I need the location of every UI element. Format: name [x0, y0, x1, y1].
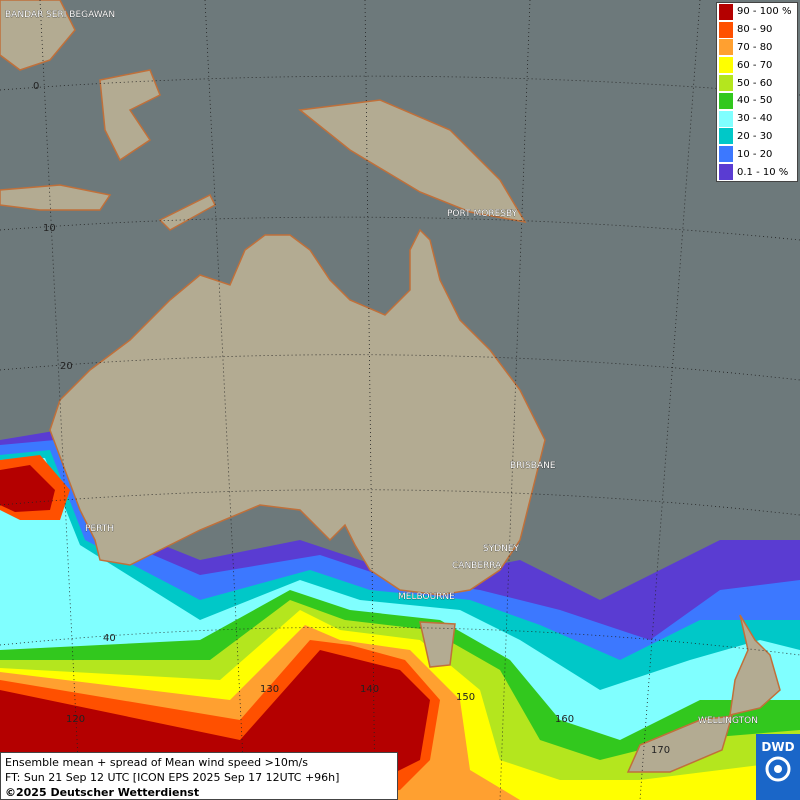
legend-item: 20 - 30 — [717, 128, 797, 146]
legend-swatch — [719, 146, 733, 163]
legend-label: 20 - 30 — [737, 130, 773, 142]
legend-item: 0.1 - 10 % — [717, 163, 797, 181]
legend-label: 80 - 90 — [737, 24, 773, 36]
legend-item: 60 - 70 — [717, 56, 797, 74]
legend-swatch — [719, 110, 733, 127]
legend-item: 70 - 80 — [717, 39, 797, 57]
city-label: SYDNEY — [483, 544, 520, 554]
legend-label: 60 - 70 — [737, 59, 773, 71]
land — [0, 0, 781, 773]
legend: 90 - 100 % 80 - 90 70 - 80 60 - 70 50 - 60 40… — [716, 2, 798, 182]
legend-item: 40 - 50 — [717, 92, 797, 110]
city-label: PERTH — [85, 524, 114, 534]
city-label: CANBERRA — [452, 561, 502, 571]
legend-swatch — [719, 57, 733, 74]
wind-shading — [0, 430, 800, 800]
lat-label: 10 — [43, 223, 56, 234]
legend-label: 70 - 80 — [737, 41, 773, 53]
lat-label: 0 — [33, 81, 39, 92]
footer-line: Ensemble mean + spread of Mean wind spee… — [5, 756, 308, 769]
footer: Ensemble mean + spread of Mean wind spee… — [0, 752, 398, 800]
legend-swatch — [719, 21, 733, 38]
legend-swatch — [719, 92, 733, 109]
lat-label: 20 — [60, 361, 73, 372]
lon-label: 170 — [651, 745, 670, 756]
city-label: BANDAR SERI BEGAWAN — [5, 10, 115, 20]
lon-label: 130 — [260, 684, 279, 695]
legend-item: 10 - 20 — [717, 145, 797, 163]
city-label: BRISBANE — [510, 461, 556, 471]
legend-swatch — [719, 128, 733, 145]
legend-label: 90 - 100 % — [737, 6, 792, 18]
legend-item: 30 - 40 — [717, 110, 797, 128]
lon-label: 150 — [456, 692, 475, 703]
lat-label: 40 — [103, 633, 116, 644]
legend-label: 0.1 - 10 % — [737, 166, 789, 178]
logo-text: DWD — [761, 740, 795, 754]
legend-swatch — [719, 3, 733, 20]
legend-item: 50 - 60 — [717, 74, 797, 92]
footer-line: FT: Sun 21 Sep 12 UTC [ICON EPS 2025 Sep… — [5, 771, 340, 784]
city-label: MELBOURNE — [398, 592, 455, 602]
legend-label: 30 - 40 — [737, 113, 773, 125]
legend-swatch — [719, 39, 733, 56]
logo-icon — [765, 756, 791, 782]
lon-label: 160 — [555, 714, 574, 725]
legend-swatch — [719, 75, 733, 92]
legend-label: 50 - 60 — [737, 77, 773, 89]
legend-item: 90 - 100 % — [717, 3, 797, 21]
lon-label: 140 — [360, 684, 379, 695]
legend-swatch — [719, 164, 733, 181]
legend-item: 80 - 90 — [717, 21, 797, 39]
lon-label: 120 — [66, 714, 85, 725]
city-label: PORT MORESBY — [447, 209, 518, 219]
city-label: WELLINGTON — [698, 716, 758, 726]
legend-label: 10 - 20 — [737, 148, 773, 160]
footer-line: ©2025 Deutscher Wetterdienst — [5, 786, 200, 799]
logo: DWD — [756, 734, 800, 800]
wind-band — [0, 465, 430, 800]
legend-label: 40 - 50 — [737, 95, 773, 107]
